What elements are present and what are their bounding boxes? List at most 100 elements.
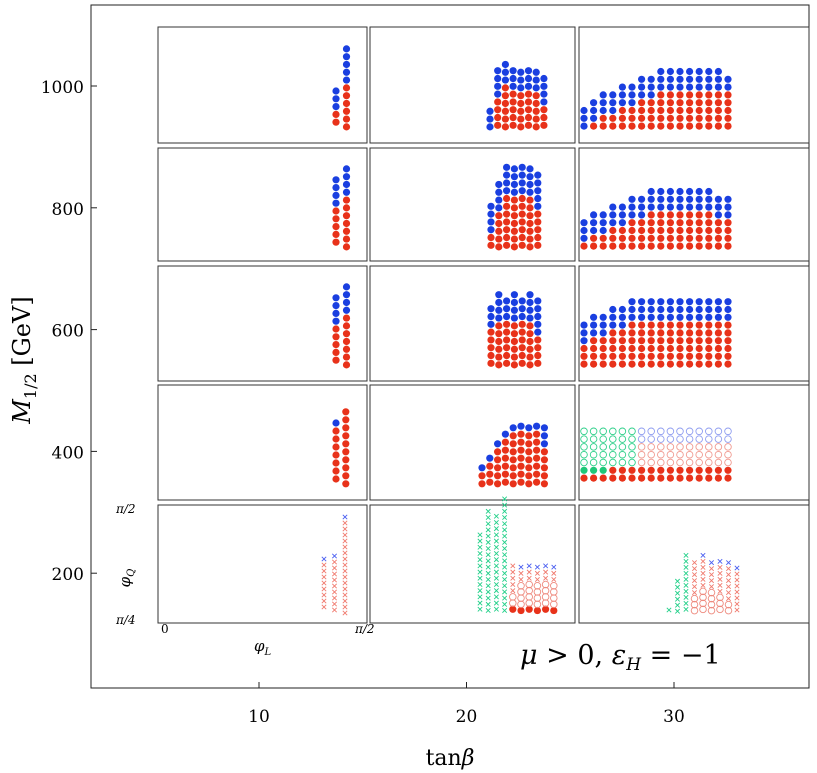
scatter-point xyxy=(342,514,348,520)
panel-r2-c0 xyxy=(157,265,368,382)
scatter-point xyxy=(724,337,732,345)
scatter-point xyxy=(526,575,532,581)
scatter-point xyxy=(477,588,483,594)
scatter-point xyxy=(685,435,694,443)
scatter-point xyxy=(700,564,706,570)
scatter-point xyxy=(609,443,617,451)
scatter-point xyxy=(487,226,495,234)
scatter-point xyxy=(666,458,675,467)
scatter-point xyxy=(510,588,516,594)
scatter-point xyxy=(517,430,525,438)
scatter-point xyxy=(342,212,351,220)
scatter-point xyxy=(524,121,533,129)
scatter-point xyxy=(503,210,511,218)
panel-marks-m600-tb10 xyxy=(332,283,351,369)
scatter-point xyxy=(332,443,340,451)
scatter-point xyxy=(683,582,689,588)
scatter-point xyxy=(517,606,525,615)
scatter-point xyxy=(534,570,540,576)
scatter-point xyxy=(524,113,533,122)
scatter-point xyxy=(734,595,740,601)
panel-marks-m800-tb30 xyxy=(580,187,732,250)
scatter-point xyxy=(332,223,340,231)
y-tick-label: 400 xyxy=(52,443,84,463)
scatter-point xyxy=(618,106,627,115)
scatter-point xyxy=(487,359,495,367)
scatter-point xyxy=(510,575,516,581)
scatter-point xyxy=(705,219,713,227)
scatter-point xyxy=(609,106,617,115)
scatter-point xyxy=(342,99,351,108)
scatter-point xyxy=(534,194,542,203)
scatter-point xyxy=(532,92,540,100)
scatter-point xyxy=(494,90,502,98)
scatter-point xyxy=(493,550,499,556)
scatter-point xyxy=(734,577,740,583)
scatter-point xyxy=(331,595,338,601)
scatter-point xyxy=(495,330,503,338)
scatter-point xyxy=(534,328,542,336)
scatter-point xyxy=(647,187,655,196)
scatter-point xyxy=(495,180,503,189)
scatter-point xyxy=(332,356,340,364)
scatter-point xyxy=(580,466,588,474)
panel-marks-m800-tb10 xyxy=(332,165,351,251)
scatter-point xyxy=(502,595,508,601)
scatter-point xyxy=(657,91,665,99)
scatter-point xyxy=(526,212,534,220)
scatter-point xyxy=(647,466,655,474)
scatter-point xyxy=(724,203,732,211)
scatter-point xyxy=(714,337,723,345)
scatter-point xyxy=(494,121,502,129)
scatter-point xyxy=(321,556,327,562)
scatter-point xyxy=(638,337,646,345)
scatter-point xyxy=(485,577,491,583)
panel-marks-m200-tb30 xyxy=(666,552,740,615)
scatter-point xyxy=(638,298,646,306)
scatter-point xyxy=(540,432,549,440)
scatter-point xyxy=(332,230,340,238)
scatter-point xyxy=(647,458,655,467)
scatter-point xyxy=(342,604,348,610)
scatter-point xyxy=(666,226,675,235)
scatter-point xyxy=(628,122,636,130)
scatter-point xyxy=(534,241,542,249)
scatter-point xyxy=(666,99,675,107)
scatter-point xyxy=(714,211,723,219)
scatter-point xyxy=(714,298,723,306)
scatter-point xyxy=(717,576,723,582)
scatter-point xyxy=(580,443,588,451)
scatter-point xyxy=(502,564,508,570)
scatter-point xyxy=(609,242,617,250)
scatter-point xyxy=(518,359,526,367)
panel-marks-m600-tb30 xyxy=(580,298,732,368)
scatter-point xyxy=(708,572,715,578)
scatter-point xyxy=(342,345,351,353)
scatter-point xyxy=(714,352,723,360)
scatter-point xyxy=(534,233,542,242)
scatter-point xyxy=(628,219,636,227)
scatter-point xyxy=(657,298,665,306)
scatter-point xyxy=(676,458,684,467)
scatter-point xyxy=(666,474,675,482)
scatter-point xyxy=(509,456,517,464)
scatter-point xyxy=(342,464,350,472)
scatter-point xyxy=(342,440,350,448)
scatter-point xyxy=(502,508,508,514)
scatter-point xyxy=(705,352,713,360)
scatter-point xyxy=(495,227,503,235)
scatter-point xyxy=(714,226,723,235)
scatter-point xyxy=(503,328,511,336)
scatter-point xyxy=(525,440,533,448)
scatter-point xyxy=(510,353,518,361)
scatter-point xyxy=(532,76,540,84)
scatter-point xyxy=(705,458,713,467)
scatter-point xyxy=(724,75,732,83)
scatter-point xyxy=(589,443,598,451)
scatter-point xyxy=(494,74,502,83)
scatter-point xyxy=(599,114,607,122)
scatter-point xyxy=(686,114,694,122)
scatter-point xyxy=(502,552,508,558)
scatter-point xyxy=(657,329,665,337)
scatter-point xyxy=(534,218,542,226)
